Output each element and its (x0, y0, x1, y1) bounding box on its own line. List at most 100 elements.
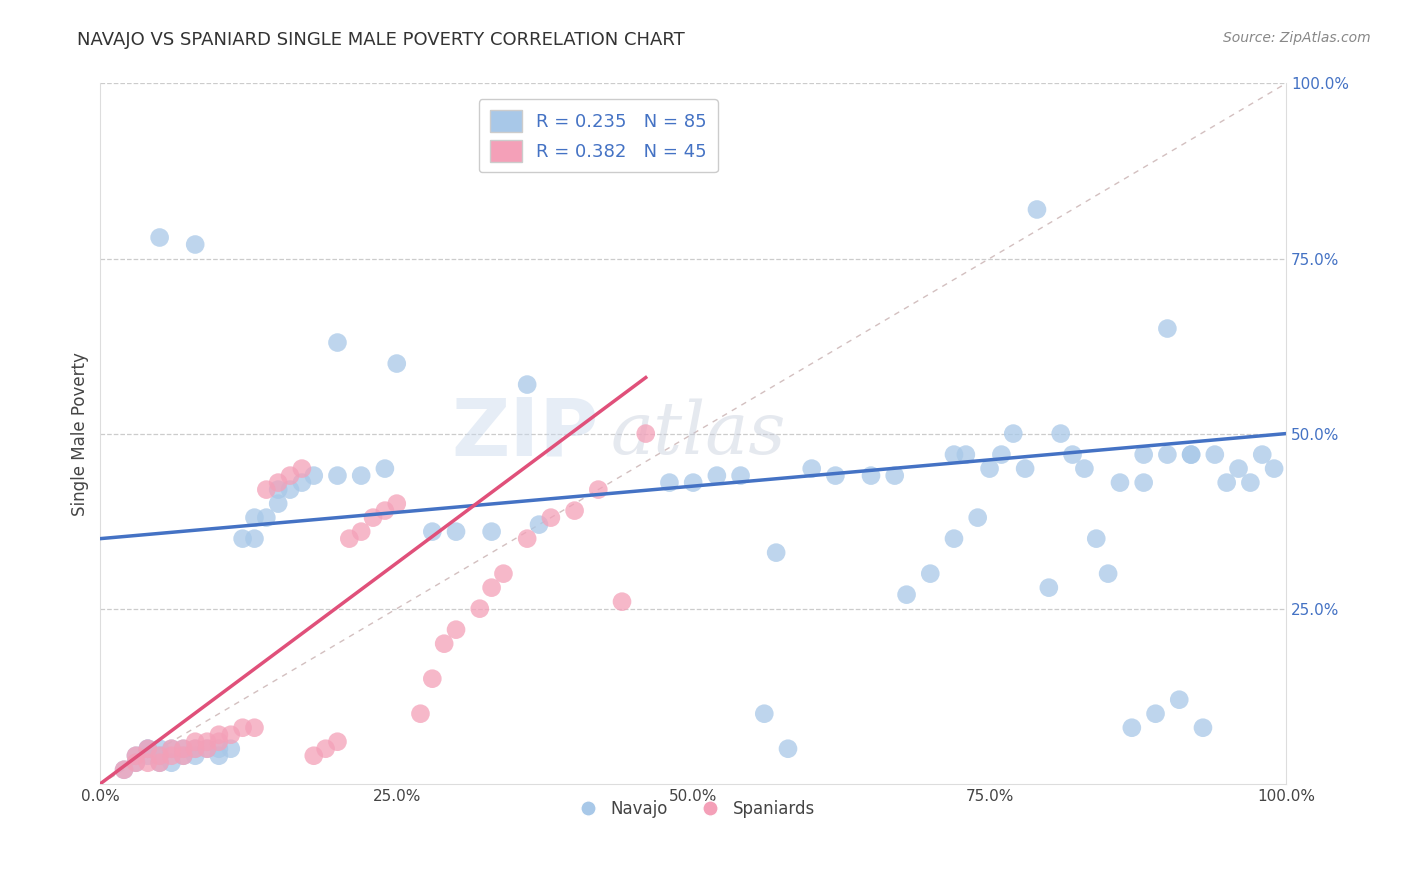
Point (337, 532, 360, 546)
Point (1192, 721, 1215, 735)
Point (588, 483, 610, 497)
Point (990, 448, 1012, 462)
Point (149, 741, 172, 756)
Point (232, 532, 254, 546)
Point (1180, 448, 1202, 462)
Point (540, 510, 562, 524)
Point (267, 475, 290, 490)
Point (326, 468, 349, 483)
Point (172, 741, 194, 756)
Point (943, 532, 966, 546)
Legend: Navajo, Spaniards: Navajo, Spaniards (564, 793, 823, 824)
Point (184, 741, 207, 756)
Point (634, 426, 657, 441)
Point (1156, 321, 1178, 335)
Point (1049, 426, 1071, 441)
Point (219, 728, 242, 742)
Point (278, 483, 301, 497)
Point (1239, 475, 1261, 490)
Point (243, 532, 266, 546)
Point (254, 483, 277, 497)
Point (1109, 475, 1132, 490)
Point (1085, 532, 1108, 546)
Point (1168, 692, 1191, 706)
Point (361, 510, 384, 524)
Point (374, 461, 396, 475)
Point (195, 741, 218, 756)
Point (610, 595, 633, 609)
Point (291, 475, 314, 490)
Point (208, 735, 231, 749)
Point (208, 748, 231, 763)
Point (160, 748, 183, 763)
Point (409, 706, 432, 721)
Point (302, 468, 325, 483)
Point (136, 748, 159, 763)
Point (420, 672, 443, 686)
Point (243, 510, 266, 524)
Point (1144, 706, 1167, 721)
Point (1227, 461, 1250, 475)
Point (208, 728, 231, 742)
Point (195, 735, 218, 749)
Point (1204, 448, 1226, 462)
Point (243, 721, 266, 735)
Point (468, 601, 491, 615)
Point (481, 581, 503, 595)
Point (658, 475, 681, 490)
Point (1062, 448, 1084, 462)
Point (149, 756, 172, 770)
Point (125, 756, 148, 770)
Text: atlas: atlas (610, 399, 786, 469)
Point (136, 741, 159, 756)
Point (516, 377, 538, 392)
Point (564, 503, 586, 517)
Point (184, 237, 207, 252)
Point (326, 735, 349, 749)
Point (433, 637, 456, 651)
Point (149, 748, 172, 763)
Point (800, 461, 823, 475)
Point (291, 461, 314, 475)
Point (125, 756, 148, 770)
Point (219, 741, 242, 756)
Point (315, 741, 337, 756)
Point (172, 748, 194, 763)
Point (232, 721, 254, 735)
Point (278, 468, 301, 483)
Point (267, 497, 290, 511)
Y-axis label: Single Male Poverty: Single Male Poverty (72, 351, 89, 516)
Point (527, 517, 550, 532)
Point (1251, 448, 1274, 462)
Point (385, 497, 408, 511)
Point (149, 230, 172, 244)
Point (1156, 448, 1178, 462)
Point (149, 756, 172, 770)
Point (955, 448, 977, 462)
Point (730, 468, 752, 483)
Point (149, 748, 172, 763)
Point (160, 741, 183, 756)
Point (350, 524, 373, 539)
Text: NAVAJO VS SPANIARD SINGLE MALE POVERTY CORRELATION CHART: NAVAJO VS SPANIARD SINGLE MALE POVERTY C… (77, 31, 685, 49)
Point (136, 741, 159, 756)
Point (1014, 461, 1036, 475)
Point (481, 524, 503, 539)
Point (350, 468, 373, 483)
Point (492, 566, 515, 581)
Point (444, 623, 467, 637)
Point (516, 532, 538, 546)
Point (979, 461, 1001, 475)
Point (254, 510, 277, 524)
Point (1026, 202, 1049, 217)
Point (943, 448, 966, 462)
Point (160, 756, 183, 770)
Point (1263, 461, 1285, 475)
Point (385, 357, 408, 371)
Point (112, 763, 135, 777)
Point (136, 741, 159, 756)
Point (208, 741, 231, 756)
Point (172, 741, 194, 756)
Point (444, 524, 467, 539)
Point (859, 468, 882, 483)
